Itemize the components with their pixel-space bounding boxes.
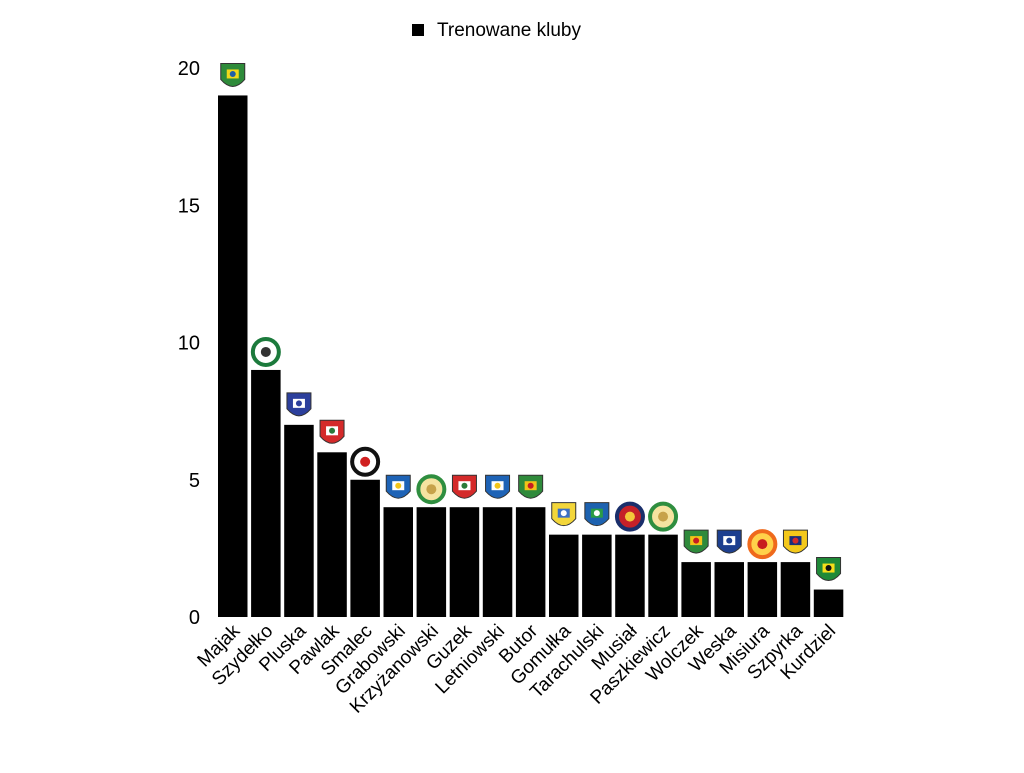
bar-paszkiewicz bbox=[648, 534, 678, 617]
bar-grabowski bbox=[383, 507, 413, 617]
club-crest-icon bbox=[451, 474, 477, 499]
club-crest-icon bbox=[683, 529, 709, 554]
y-tick-label: 15 bbox=[178, 195, 200, 217]
y-tick-label: 0 bbox=[189, 607, 200, 629]
y-tick-label: 5 bbox=[189, 470, 200, 492]
club-crest-icon bbox=[286, 392, 312, 417]
bar-misiura bbox=[747, 562, 778, 617]
bar-szpyrka bbox=[780, 562, 811, 617]
bar-majak bbox=[218, 95, 248, 617]
x-axis-labels: MajakSzydełkoPluskaPawlakSmalecGrabowski… bbox=[194, 620, 840, 718]
y-axis: 0 5 10 15 20 bbox=[178, 58, 200, 629]
legend-label: Trenowane kluby bbox=[437, 20, 581, 41]
club-crest-icon bbox=[250, 336, 281, 367]
club-crest-icon bbox=[551, 502, 577, 527]
club-crest-icon bbox=[416, 474, 447, 505]
bar-kurdziel bbox=[813, 589, 844, 617]
bar-musiał bbox=[615, 534, 645, 617]
club-crest-icon bbox=[648, 501, 679, 532]
club-crest-icon bbox=[350, 446, 381, 477]
bar-pluska bbox=[284, 424, 314, 617]
club-crest-icon bbox=[385, 474, 411, 499]
club-crest-icon bbox=[220, 62, 246, 87]
club-crests bbox=[220, 62, 842, 582]
bar-letniowski bbox=[482, 507, 513, 617]
club-crest-icon bbox=[716, 529, 742, 554]
club-crest-icon bbox=[816, 557, 842, 582]
bar-butor bbox=[515, 507, 546, 617]
bar-guzek bbox=[449, 507, 480, 617]
bar-smalec bbox=[350, 479, 380, 617]
club-crest-icon bbox=[485, 474, 511, 499]
bar-pawlak bbox=[317, 452, 347, 617]
bar-wolczek bbox=[681, 562, 711, 617]
club-crest-icon bbox=[518, 474, 544, 499]
bar-tarachulski bbox=[582, 534, 612, 617]
y-tick-label: 10 bbox=[178, 333, 200, 355]
legend-swatch bbox=[412, 24, 424, 36]
bars bbox=[218, 95, 844, 617]
bar-szydełko bbox=[251, 369, 281, 617]
club-crest-icon bbox=[584, 502, 610, 527]
bar-gomułka bbox=[549, 534, 579, 617]
bar-weska bbox=[714, 562, 744, 617]
club-crest-icon bbox=[614, 501, 645, 532]
bar-krzyżanowski bbox=[416, 507, 447, 617]
club-crest-icon bbox=[782, 529, 808, 554]
club-crest-icon bbox=[319, 419, 345, 444]
legend: Trenowane kluby bbox=[412, 20, 581, 41]
y-tick-label: 20 bbox=[178, 58, 200, 80]
club-crest-icon bbox=[747, 529, 778, 560]
